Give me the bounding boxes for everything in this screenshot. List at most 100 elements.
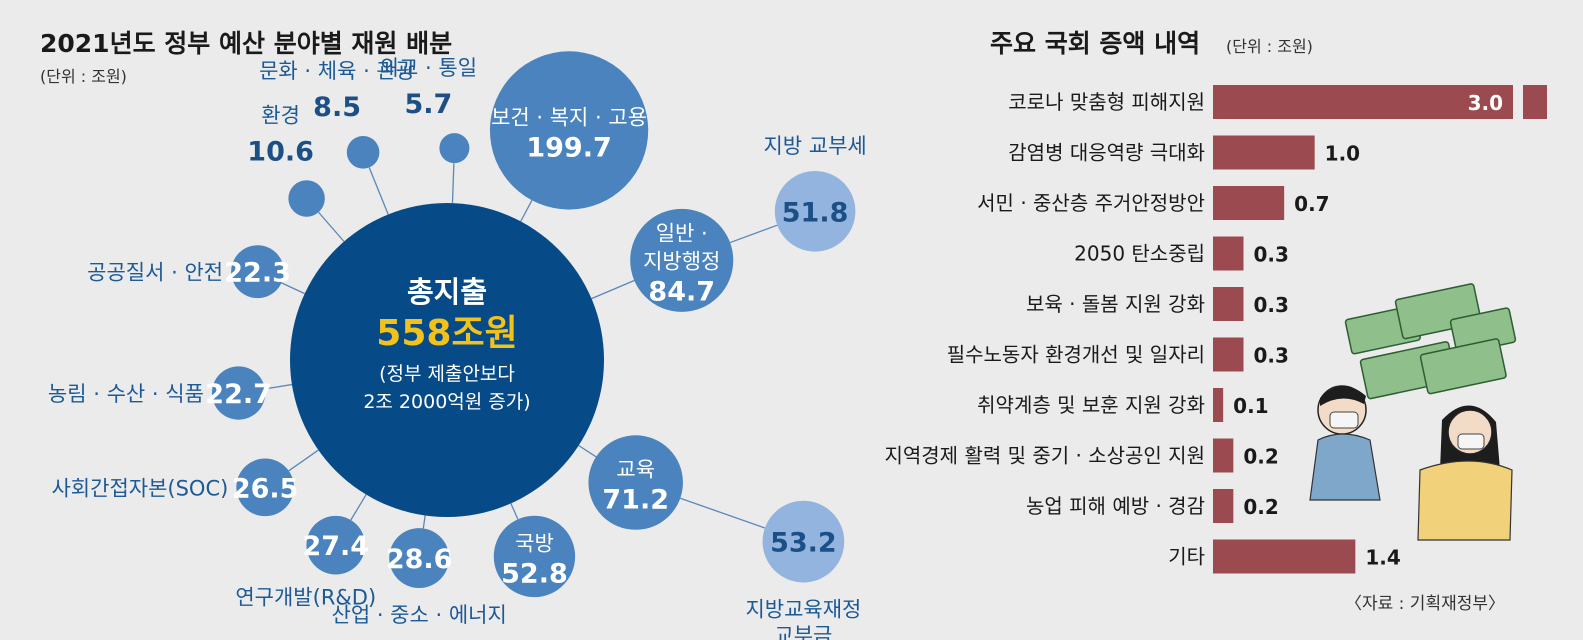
bar-break-segment [1523,85,1547,119]
bubble-circle [211,366,266,420]
bar-value-label: 0.7 [1294,192,1329,216]
bar [1213,135,1315,170]
bubble-label: 문화 · 체육 · 관광 [259,59,415,83]
bubble-circle [489,51,649,210]
bubble-label: 국방 [515,531,554,555]
bubble-label: 산업 · 중소 · 에너지 [332,603,507,627]
bubble-circle [762,500,845,583]
bubble-value: 22.7 [205,379,272,410]
bubble-value: 52.8 [501,558,568,589]
bar-category-label: 취약계층 및 보훈 지원 강화 [977,393,1205,417]
bar-value-label: 0.3 [1254,344,1289,368]
bar-row: 농업 피해 예방 · 경감 0.2 [1026,489,1279,523]
bubble-value: 26.5 [232,473,299,504]
bubble-label: 사회간접자본(SOC) [51,476,228,500]
connector-line [318,211,345,242]
bubble-label: 농림 · 수산 · 식품 [48,382,204,406]
bubble-circle [306,515,366,575]
connector-line [281,282,305,295]
bubble-value: 53.2 [770,528,837,559]
bubble-circle [493,515,576,598]
bubble-circle [288,180,325,217]
bar-row: 서민 · 중산층 주거안정방안 0.7 [977,186,1330,220]
bubble: 51.8 지방 교부세 [763,134,867,252]
bar-value-label: 0.2 [1243,495,1278,519]
bubble-value: 84.7 [648,276,715,307]
bubble: 일반 · 지방행정 84.7 [630,208,734,312]
bubble-value-above: 10.6 [247,136,314,167]
bar [1213,287,1244,321]
bubble-circle [389,528,450,589]
bubble-label: 일반 · [656,221,708,245]
total-spending-note: (정부 제출안보다 [379,363,515,385]
face-mask-icon [1457,433,1485,450]
bar-row: 보육 · 돌봄 지원 강화 0.3 [1026,287,1289,321]
bar-category-label: 농업 피해 예방 · 경감 [1026,494,1205,518]
bar-row: 필수노동자 환경개선 및 일자리 0.3 [947,337,1289,372]
source-note: 〈자료 : 기획재정부〉 [1345,594,1505,614]
bubble-value-above: 8.5 [313,92,361,123]
connector-line [729,224,778,244]
bar-value-label: 3.0 [1468,91,1503,115]
bubble-label: 보건 · 복지 · 고용 [491,105,647,129]
total-spending-label: 총지출 [407,275,487,309]
bubble-value-above: 5.7 [404,89,452,120]
connector-line [520,200,533,222]
bar [1213,489,1234,523]
bubble-label: 교부금 [774,623,832,640]
bar [1213,85,1513,119]
bubble-chart-unit: (단위 : 조원) [40,67,127,86]
bubble-circle [231,245,285,299]
bar-row: 감염병 대응역량 극대화 1.0 [1008,135,1360,170]
bar [1213,388,1224,422]
bar-category-label: 지역경제 활력 및 중기 · 소상공인 지원 [884,444,1205,468]
bubble-circle [439,133,470,164]
bar-row: 취약계층 및 보훈 지원 강화 0.1 [977,388,1269,422]
connector-line [288,449,319,472]
connector-line [680,497,766,529]
money-people-illustration [1309,283,1517,541]
total-spending-circle [290,203,604,517]
bar-value-label: 0.3 [1254,293,1289,317]
bubble-label: 지방행정 [643,249,720,273]
bubble-chart-title: 2021년도 정부 예산 분야별 재원 배분 [40,29,452,58]
bubble-label: 지방 교부세 [763,134,866,158]
bubble-value: 22.3 [224,258,291,289]
bar-row: 2050 탄소중립 0.3 [1074,236,1289,271]
bubble-value: 199.7 [526,132,611,163]
bubble: 28.6 산업 · 중소 · 에너지 [332,528,507,627]
bubble-circle [630,208,734,312]
bar-value-label: 1.4 [1365,546,1400,570]
bubble: 27.4 연구개발(R&D) [235,515,376,609]
bar [1213,236,1244,271]
connector-line [578,444,597,458]
connector-line [350,494,367,521]
total-spending-note: 2조 2000억원 증가) [363,391,530,413]
bar-category-label: 기타 [1168,545,1205,569]
bubble-circle [236,458,294,517]
bar-value-label: 0.1 [1233,394,1268,418]
bubble-value: 27.4 [302,531,369,562]
bar-category-label: 보육 · 돌봄 지원 강화 [1026,292,1205,316]
connector-line [451,163,455,204]
bar-row: 기타 1.4 [1168,539,1401,574]
total-spending-value: 558조원 [376,313,517,354]
connector-line [422,515,426,529]
connector-line [264,383,293,390]
bar-chart-unit: (단위 : 조원) [1226,37,1313,56]
person-body-icon [1417,460,1513,541]
bubble: 국방 52.8 [493,515,576,598]
connector-line [591,279,635,300]
bubble-value: 28.6 [386,544,453,575]
bubble-value: 51.8 [782,197,849,228]
bubble-circle [588,435,683,530]
face-mask-icon [1329,411,1359,429]
bar-category-label: 코로나 맞춤형 피해지원 [1008,90,1205,114]
person-body-icon [1309,433,1381,501]
bubble: 환경 10.6 [247,103,325,217]
bubble-label: 연구개발(R&D) [235,585,376,609]
bubble-label: 외교 · 통일 [380,56,477,80]
bubble: 문화 · 체육 · 관광 8.5 [259,59,415,169]
